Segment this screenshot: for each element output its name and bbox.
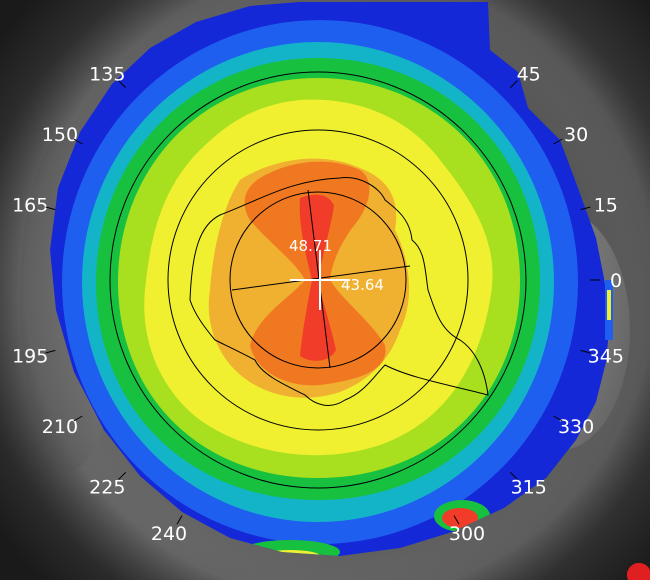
- meridian-label-300: 300: [449, 523, 485, 545]
- meridian-label-15: 15: [594, 194, 618, 216]
- edge-artifact-right-yellow: [607, 290, 611, 320]
- meridian-label-45: 45: [517, 64, 541, 86]
- meridian-label-165: 165: [12, 194, 48, 216]
- steep-k-value: 48.71: [289, 237, 332, 255]
- flat-k-value: 43.64: [341, 276, 384, 294]
- meridian-label-0: 0: [610, 270, 622, 292]
- meridian-label-240: 240: [151, 523, 187, 545]
- meridian-label-210: 210: [42, 416, 78, 438]
- meridian-label-330: 330: [558, 416, 594, 438]
- meridian-label-30: 30: [564, 124, 588, 146]
- meridian-label-315: 315: [511, 477, 547, 499]
- meridian-label-225: 225: [89, 477, 125, 499]
- meridian-label-345: 345: [588, 346, 624, 368]
- meridian-label-150: 150: [42, 124, 78, 146]
- meridian-label-195: 195: [12, 346, 48, 368]
